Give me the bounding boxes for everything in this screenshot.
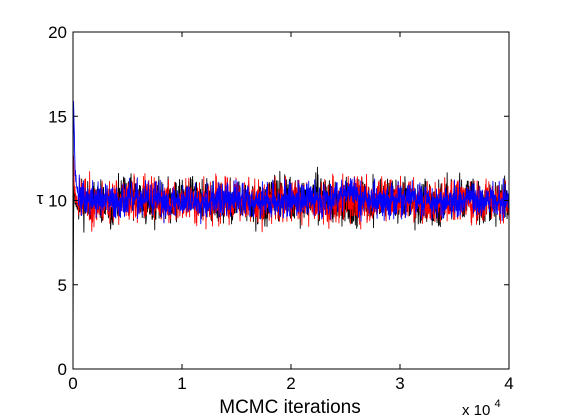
x-tick-label: 0 (68, 374, 77, 393)
y-tick-label: 10 (48, 192, 67, 211)
tick-labels: 0 1 2 3 4 0 5 10 15 20 (48, 23, 514, 393)
x-tick-label: 3 (395, 374, 404, 393)
y-tick-label: 20 (48, 23, 67, 42)
x-tick-label: 1 (177, 374, 186, 393)
x-axis-multiplier-exponent: 4 (495, 398, 501, 410)
plot-area (73, 100, 509, 344)
axes (72, 31, 510, 370)
y-tick-label: 15 (48, 107, 67, 126)
x-tick-label: 4 (504, 374, 513, 393)
y-tick-label: 0 (58, 360, 67, 379)
trace-series-3 (73, 100, 509, 225)
x-axis-multiplier-base: x 10 (462, 402, 490, 419)
y-tick-label: 5 (58, 276, 67, 295)
x-axis-multiplier: x 10 4 (462, 398, 501, 419)
x-tick-label: 2 (286, 374, 295, 393)
x-axis-label: MCMC iterations (219, 397, 360, 418)
y-axis-label: τ (37, 189, 44, 208)
